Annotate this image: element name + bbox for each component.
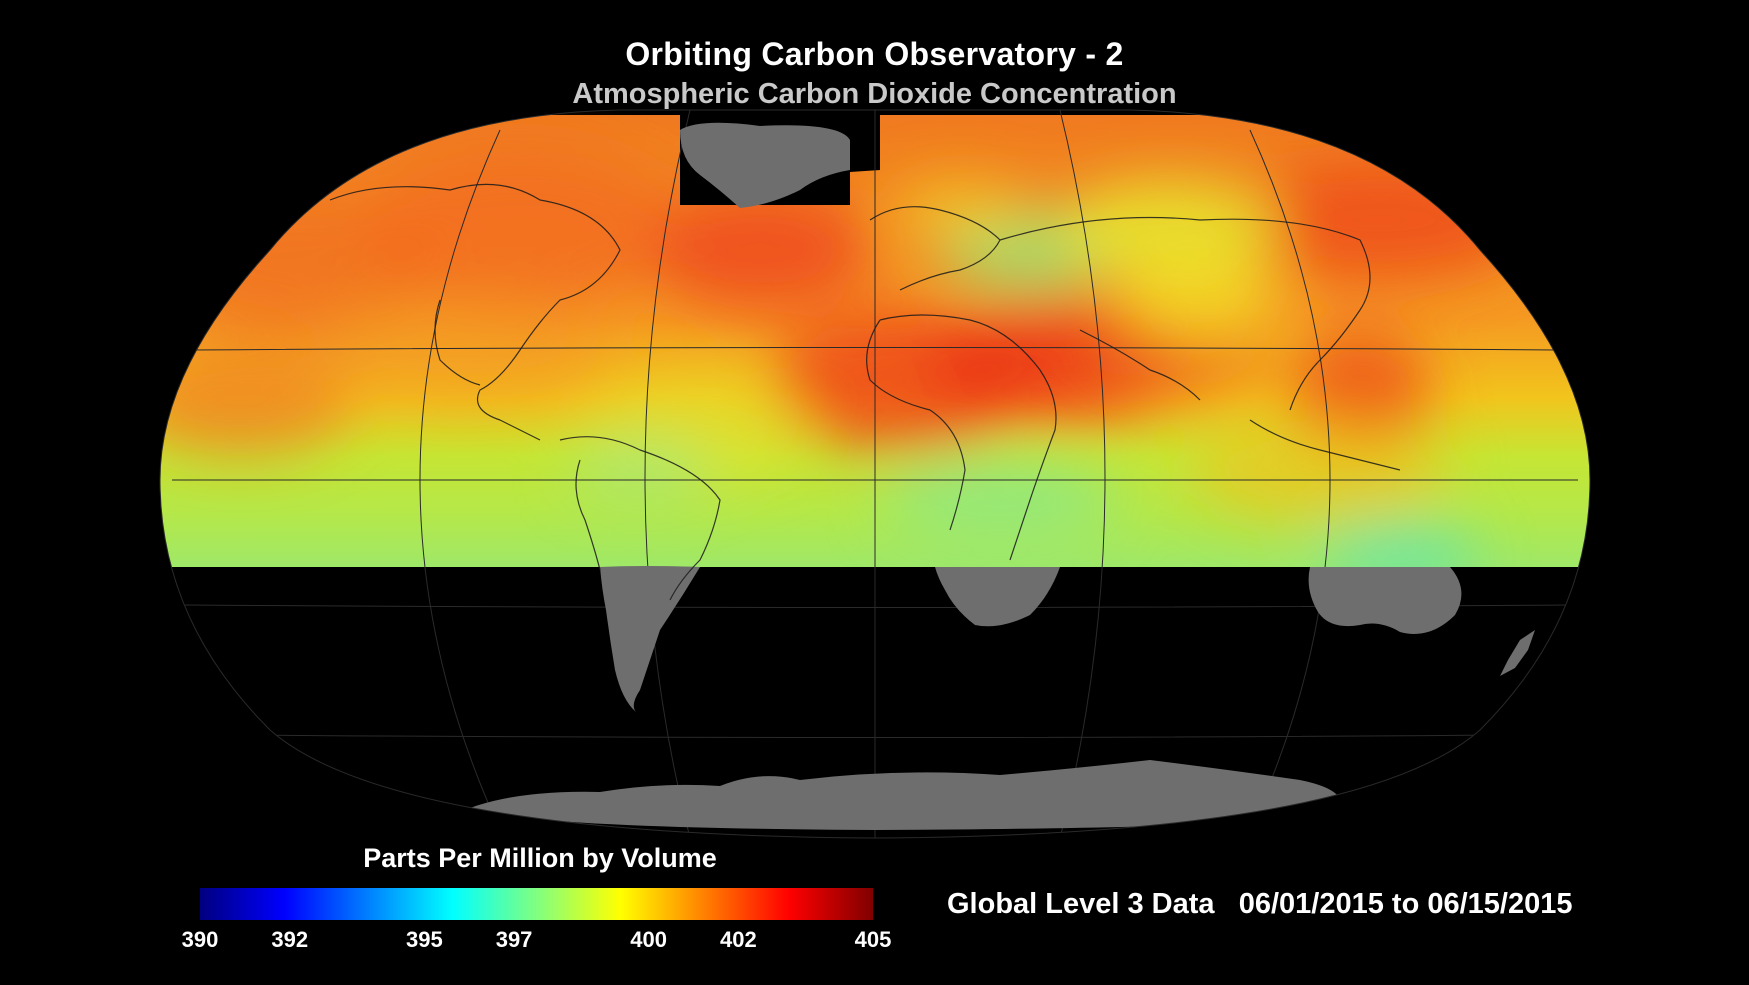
colorbar-title: Parts Per Million by Volume xyxy=(363,843,717,873)
nodata-landmasses xyxy=(470,122,1535,830)
colorbar xyxy=(200,888,873,920)
colorbar-tick-label: 390 xyxy=(181,927,219,952)
greenland-shape xyxy=(680,122,850,208)
coastlines xyxy=(329,183,1401,601)
colorbar-tick-label: 397 xyxy=(495,927,533,952)
colorbar-tick-label: 395 xyxy=(405,927,443,952)
antarctica-shape xyxy=(470,760,1342,830)
data-period-label: Global Level 3 Data 06/01/2015 to 06/15/… xyxy=(947,888,1573,920)
australia-shape xyxy=(1308,567,1462,634)
co2-data-band xyxy=(160,115,1590,585)
graticule xyxy=(172,110,1578,838)
figure-subtitle: Atmospheric Carbon Dioxide Concentration xyxy=(572,78,1177,110)
africa-shape xyxy=(935,567,1060,627)
colorbar-tick-label: 402 xyxy=(720,927,757,952)
south-america-shape xyxy=(600,566,700,712)
figure-title: Orbiting Carbon Observatory - 2 xyxy=(625,36,1124,72)
colorbar-tick-label: 400 xyxy=(630,927,668,952)
new-zealand-shape xyxy=(1500,630,1535,676)
colorbar-tick-label: 392 xyxy=(271,927,309,952)
globe xyxy=(160,110,1590,838)
colorbar-tick-label: 405 xyxy=(854,927,892,952)
